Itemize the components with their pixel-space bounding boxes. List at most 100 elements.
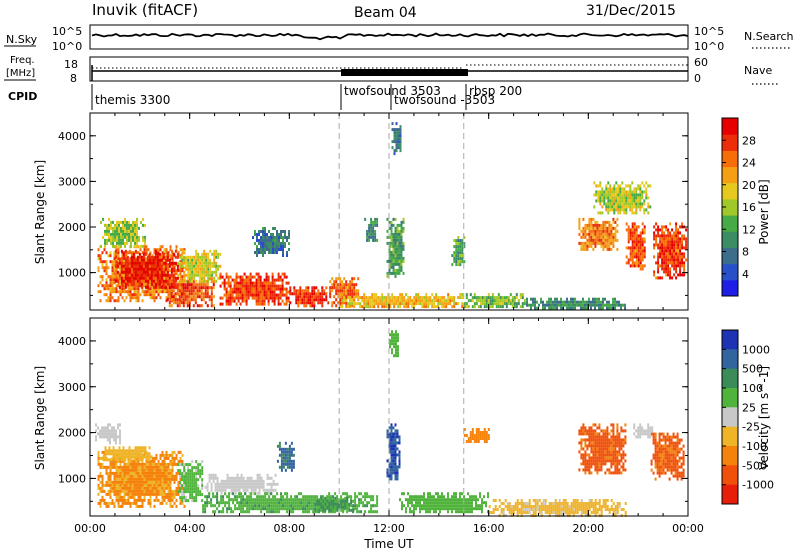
velocity-colorbar-tick-0: 1000 bbox=[742, 343, 770, 356]
velocity-region-7 bbox=[399, 492, 489, 514]
power-ytick-3: 4000 bbox=[58, 130, 86, 143]
velocity-colorbar-tick-1: 500 bbox=[742, 363, 763, 376]
velocity-colorbar-tick-6: -500 bbox=[742, 459, 767, 472]
power-colorbar-tick-4: 20 bbox=[742, 179, 756, 192]
velocity-colorbar-tick-5: -100 bbox=[742, 440, 767, 453]
velocity-ytick-0: 1000 bbox=[58, 472, 86, 485]
velocity-region-10 bbox=[650, 432, 685, 481]
velocity-colorbar: 1000 500 100 25 -25 -100 -500 -1000 bbox=[721, 329, 774, 505]
power-colorbar-bin-0 bbox=[722, 279, 738, 297]
power-colorbar-bin-1 bbox=[722, 263, 738, 281]
power-colorbar-tick-1: 8 bbox=[742, 246, 749, 259]
power-region-4 bbox=[219, 272, 290, 306]
cpid-program-1: twofsound 3503 bbox=[344, 84, 441, 98]
power-region-1 bbox=[114, 249, 179, 289]
power-region-9 bbox=[526, 297, 626, 310]
velocity-region-5 bbox=[276, 441, 295, 472]
velocity-region-12 bbox=[95, 423, 121, 445]
velocity-region-3 bbox=[204, 473, 279, 495]
velocity-colorbar-tick-4: -25 bbox=[742, 421, 760, 434]
velocity-colorbar-bin-6 bbox=[722, 446, 738, 466]
nave-label: Nave bbox=[744, 64, 772, 77]
velocity-ytick-1: 2000 bbox=[58, 427, 86, 440]
power-region-14 bbox=[578, 217, 619, 251]
velocity-colorbar-bin-2 bbox=[722, 368, 738, 389]
power-colorbar-bin-2 bbox=[722, 247, 738, 265]
power-region-3 bbox=[177, 249, 222, 283]
power-region-19 bbox=[364, 217, 379, 242]
velocity-xtick-1: 04:00 bbox=[174, 522, 206, 535]
power-colorbar: 4 8 12 16 20 24 28 bbox=[721, 117, 756, 297]
power-region-18 bbox=[451, 236, 466, 267]
power-colorbar-bin-8 bbox=[722, 150, 738, 168]
power-colorbar-tick-6: 28 bbox=[742, 134, 756, 147]
nave-tick-top: 60 bbox=[694, 56, 708, 69]
velocity-region-9 bbox=[578, 423, 627, 475]
nsky-tick-top: 10^5 bbox=[52, 25, 82, 38]
power-colorbar-bin-10 bbox=[722, 118, 738, 135]
velocity-xtick-3: 12:00 bbox=[373, 522, 405, 535]
nsearch-tick-top: 10^5 bbox=[694, 25, 724, 38]
velocity-region-13 bbox=[463, 428, 490, 443]
twofsound-freq-block bbox=[341, 69, 468, 76]
velocity-colorbar-tick-2: 100 bbox=[742, 382, 763, 395]
power-ytick-0: 1000 bbox=[58, 267, 86, 280]
station-title: Inuvik (fitACF) bbox=[92, 1, 198, 19]
power-region-7 bbox=[339, 293, 466, 309]
power-colorbar-tick-5: 24 bbox=[742, 157, 756, 170]
power-region-13 bbox=[252, 227, 290, 257]
nsearch-label: N.Search bbox=[744, 30, 794, 43]
power-colorbar-bin-9 bbox=[722, 134, 738, 151]
power-panel: 1000 2000 3000 4000 bbox=[58, 112, 689, 311]
velocity-colorbar-tick-7: -1000 bbox=[742, 479, 774, 492]
velocity-colorbar-bin-3 bbox=[722, 388, 738, 408]
velocity-xtick-0: 00:00 bbox=[74, 522, 106, 535]
power-colorbar-bin-6 bbox=[722, 182, 738, 200]
freq-label-1: Freq. bbox=[10, 55, 35, 66]
nsky-tick-bottom: 10^0 bbox=[52, 40, 82, 53]
velocity-region-1 bbox=[102, 446, 153, 462]
velocity-ylabel: Slant Range [km] bbox=[33, 366, 47, 470]
freq-panel bbox=[89, 56, 689, 82]
velocity-region-0 bbox=[97, 450, 186, 508]
time-xlabel: Time UT bbox=[363, 537, 414, 551]
power-colorbar-tick-2: 12 bbox=[742, 223, 756, 236]
cpid-label: CPID bbox=[8, 90, 37, 103]
velocity-colorbar-bin-8 bbox=[722, 484, 738, 505]
nsky-series bbox=[91, 32, 689, 41]
power-colorbar-bin-3 bbox=[722, 231, 738, 248]
velocity-panel: 1000 2000 3000 4000 00:00 04:00 08:00 12:00 16:0… bbox=[58, 317, 704, 535]
nsky-label: N.Sky bbox=[6, 33, 38, 46]
velocity-colorbar-tick-3: 25 bbox=[742, 401, 756, 414]
velocity-colorbar-bin-5 bbox=[722, 426, 738, 447]
nsky-panel bbox=[89, 24, 689, 50]
velocity-colorbar-bin-7 bbox=[722, 465, 738, 486]
freq-tick-top: 18 bbox=[64, 58, 78, 71]
power-region-15 bbox=[625, 222, 646, 271]
date-title: 31/Dec/2015 bbox=[586, 3, 676, 19]
power-region-5 bbox=[289, 286, 330, 308]
velocity-region-14 bbox=[389, 330, 399, 358]
power-ylabel: Slant Range [km] bbox=[33, 160, 47, 264]
velocity-xtick-5: 20:00 bbox=[572, 522, 604, 535]
velocity-ytick-3: 4000 bbox=[58, 335, 86, 348]
power-ytick-1: 2000 bbox=[58, 221, 86, 234]
power-ytick-2: 3000 bbox=[58, 175, 86, 188]
velocity-region-11 bbox=[633, 423, 654, 439]
power-region-16 bbox=[653, 222, 688, 280]
cpid-program-0: themis 3300 bbox=[95, 93, 170, 107]
freq-tick-bottom: 8 bbox=[70, 72, 77, 85]
power-region-2 bbox=[164, 277, 215, 308]
power-region-11 bbox=[391, 122, 402, 156]
velocity-region-15 bbox=[314, 496, 355, 512]
velocity-ytick-2: 3000 bbox=[58, 381, 86, 394]
velocity-colorbar-bin-1 bbox=[722, 349, 738, 370]
beam-title: Beam 04 bbox=[354, 5, 417, 21]
velocity-region-8 bbox=[488, 499, 627, 517]
power-colorbar-bin-4 bbox=[722, 215, 738, 232]
cpid-program-3: rbsp 200 bbox=[469, 84, 522, 98]
velocity-xtick-4: 16:00 bbox=[473, 522, 505, 535]
power-colorbar-label: Power [dB] bbox=[757, 179, 771, 244]
velocity-colorbar-bin-0 bbox=[722, 330, 738, 350]
